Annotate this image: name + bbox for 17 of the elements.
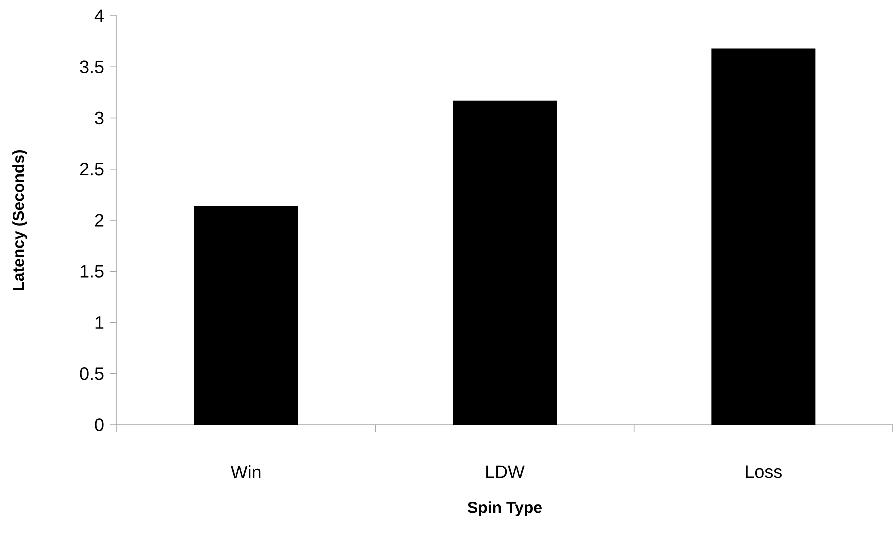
bar xyxy=(194,206,298,425)
y-tick-label: 0.5 xyxy=(80,368,104,380)
bar xyxy=(453,100,558,425)
y-axis-title: Latency (Seconds) xyxy=(12,150,28,290)
bar xyxy=(712,48,816,425)
x-axis-title: Spin Type xyxy=(468,502,542,516)
x-tick-label: Win xyxy=(230,466,261,478)
x-tick-label: LDW xyxy=(486,466,525,478)
y-tick-label: 4 xyxy=(94,10,104,22)
y-tick-label: 1.5 xyxy=(80,265,104,278)
y-tick-label: 0 xyxy=(95,418,104,432)
y-tick-label: 3.5 xyxy=(80,60,104,74)
y-tick-label: 1 xyxy=(96,316,104,329)
y-tick-label: 3 xyxy=(95,112,104,125)
x-tick-label: Loss xyxy=(746,466,782,478)
y-tick-label: 2.5 xyxy=(80,163,104,176)
y-tick-label: 2 xyxy=(95,214,104,227)
